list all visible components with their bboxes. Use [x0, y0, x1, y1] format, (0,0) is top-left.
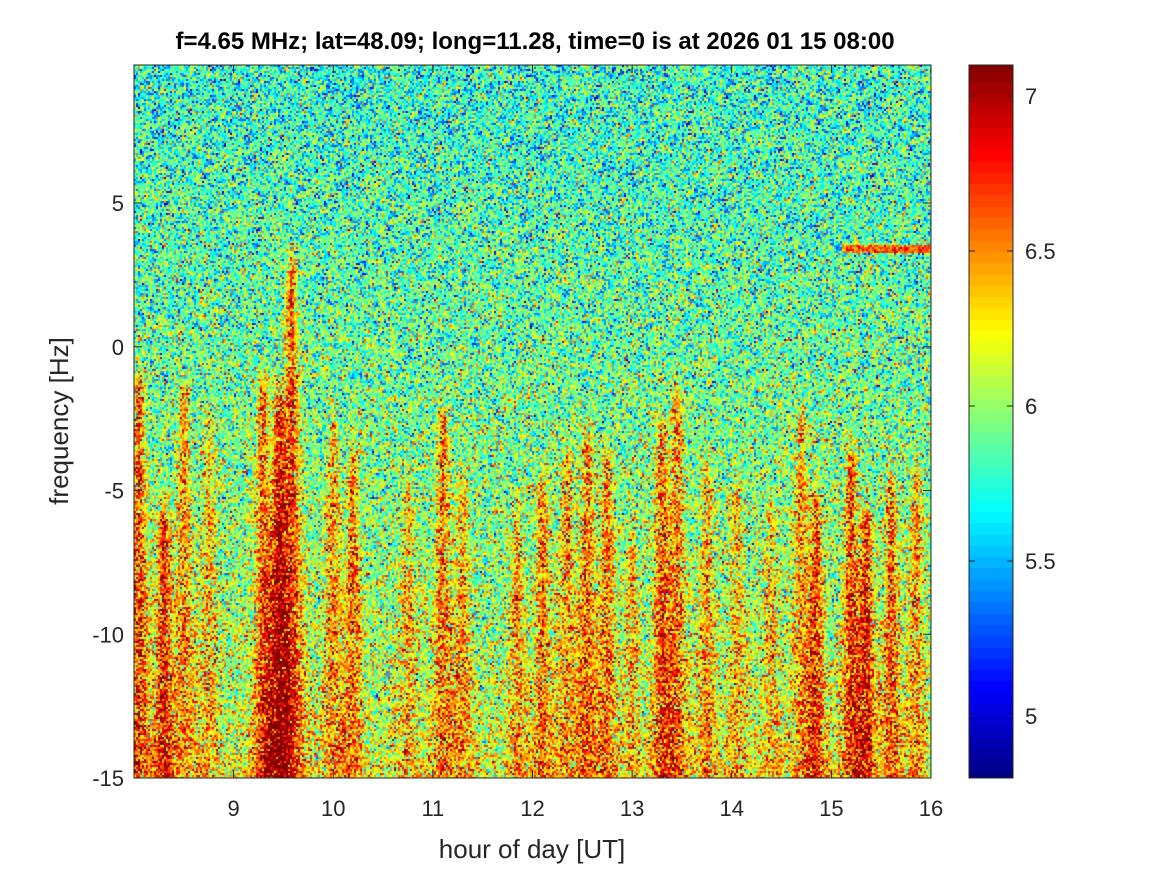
x-axis-label: hour of day [UT]: [439, 834, 625, 864]
colorbar-frame: [968, 64, 1014, 779]
x-tick-label: 16: [919, 796, 943, 821]
x-tick-label: 10: [321, 796, 345, 821]
y-axis-label: frequency [Hz]: [44, 337, 74, 505]
colorbar-tick-label: 6: [1025, 394, 1037, 419]
x-tick-label: 14: [720, 796, 744, 821]
y-tick-label: -10: [92, 622, 124, 647]
y-tick-label: 0: [112, 335, 124, 360]
colorbar-tick-label: 5: [1025, 704, 1037, 729]
spectrogram-heatmap: [134, 65, 931, 778]
x-tick-label: 11: [421, 796, 444, 821]
x-axis-ticks: 9 10 11 12 13 14 15 16: [228, 65, 943, 821]
colorbar-tick-label: 5.5: [1025, 549, 1056, 574]
x-tick-label: 9: [228, 796, 240, 821]
x-tick-label: 15: [819, 796, 843, 821]
y-tick-label: -15: [92, 766, 124, 791]
y-tick-label: 5: [112, 191, 124, 216]
colorbar: [969, 65, 1013, 778]
plot-frame: [133, 64, 932, 779]
colorbar-tick-label: 6.5: [1025, 239, 1056, 264]
y-axis-ticks: -15 -10 -5 0 5: [92, 191, 931, 791]
colorbar-tick-label: 7: [1025, 84, 1037, 109]
y-tick-label: -5: [104, 479, 124, 504]
x-tick-label: 13: [620, 796, 644, 821]
chart-title: f=4.65 MHz; lat=48.09; long=11.28, time=…: [175, 28, 895, 55]
colorbar-ticks: 5 5.5 6 6.5 7: [969, 84, 1056, 729]
x-tick-label: 12: [520, 796, 544, 821]
